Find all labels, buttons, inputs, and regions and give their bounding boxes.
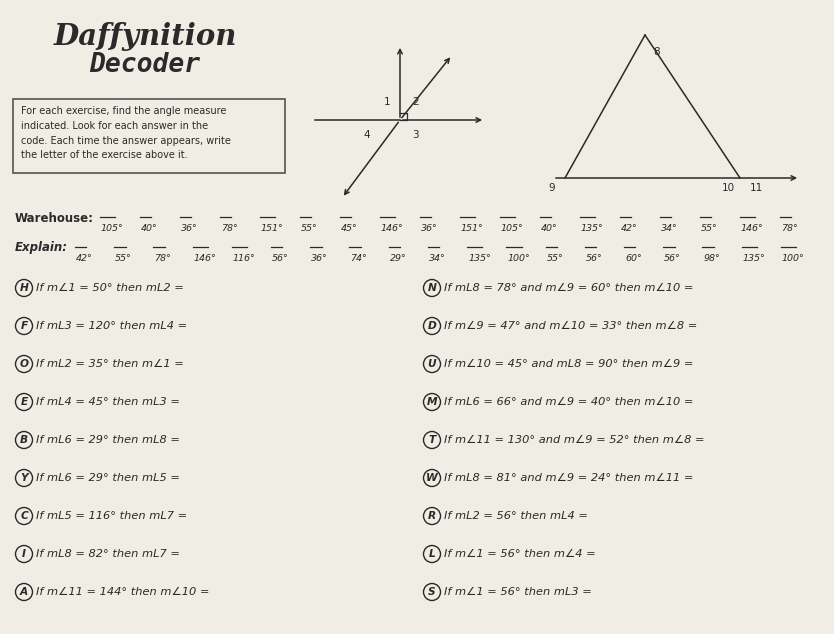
- Text: Y: Y: [20, 473, 28, 483]
- Text: 45°: 45°: [341, 224, 358, 233]
- Text: A: A: [20, 587, 28, 597]
- Text: 105°: 105°: [101, 224, 123, 233]
- Text: 34°: 34°: [661, 224, 678, 233]
- Text: If mL8 = 82° then mL7 =: If mL8 = 82° then mL7 =: [37, 549, 180, 559]
- Text: If mL8 = 81° and m∠9 = 24° then m∠11 =: If mL8 = 81° and m∠9 = 24° then m∠11 =: [445, 473, 694, 483]
- Text: 3: 3: [412, 130, 419, 140]
- Text: 11: 11: [750, 183, 763, 193]
- Text: 8: 8: [653, 47, 660, 57]
- Text: U: U: [428, 359, 436, 369]
- Text: M: M: [427, 397, 437, 407]
- Text: T: T: [429, 435, 435, 445]
- Text: 78°: 78°: [154, 254, 171, 263]
- Text: If m∠9 = 47° and m∠10 = 33° then m∠8 =: If m∠9 = 47° and m∠10 = 33° then m∠8 =: [445, 321, 698, 331]
- Text: 146°: 146°: [193, 254, 216, 263]
- Text: B: B: [20, 435, 28, 445]
- Text: E: E: [20, 397, 28, 407]
- Text: D: D: [428, 321, 436, 331]
- Text: 151°: 151°: [261, 224, 284, 233]
- Text: 36°: 36°: [311, 254, 328, 263]
- Text: 135°: 135°: [581, 224, 604, 233]
- Text: If m∠11 = 130° and m∠9 = 52° then m∠8 =: If m∠11 = 130° and m∠9 = 52° then m∠8 =: [445, 435, 705, 445]
- Text: If m∠11 = 144° then m∠10 =: If m∠11 = 144° then m∠10 =: [37, 587, 210, 597]
- Text: If mL6 = 66° and m∠9 = 40° then m∠10 =: If mL6 = 66° and m∠9 = 40° then m∠10 =: [445, 397, 694, 407]
- Text: I: I: [22, 549, 26, 559]
- Text: 34°: 34°: [429, 254, 445, 263]
- Text: 100°: 100°: [507, 254, 530, 263]
- Text: If mL4 = 45° then mL3 =: If mL4 = 45° then mL3 =: [37, 397, 180, 407]
- Text: Daffynition: Daffynition: [53, 22, 237, 51]
- Text: Explain:: Explain:: [15, 242, 68, 254]
- Text: 98°: 98°: [703, 254, 720, 263]
- Text: 60°: 60°: [625, 254, 641, 263]
- Text: 40°: 40°: [141, 224, 158, 233]
- Text: N: N: [428, 283, 436, 293]
- Text: W: W: [426, 473, 438, 483]
- Text: R: R: [428, 511, 436, 521]
- Text: S: S: [428, 587, 436, 597]
- Text: 74°: 74°: [350, 254, 367, 263]
- Text: 40°: 40°: [541, 224, 558, 233]
- Text: If mL5 = 116° then mL7 =: If mL5 = 116° then mL7 =: [37, 511, 188, 521]
- Text: If mL2 = 35° then m∠1 =: If mL2 = 35° then m∠1 =: [37, 359, 184, 369]
- Text: 135°: 135°: [742, 254, 766, 263]
- Text: If m∠10 = 45° and mL8 = 90° then m∠9 =: If m∠10 = 45° and mL8 = 90° then m∠9 =: [445, 359, 694, 369]
- Text: If mL6 = 29° then mL8 =: If mL6 = 29° then mL8 =: [37, 435, 180, 445]
- Text: 146°: 146°: [381, 224, 404, 233]
- Text: 78°: 78°: [781, 224, 798, 233]
- Text: 55°: 55°: [546, 254, 563, 263]
- Text: O: O: [19, 359, 28, 369]
- Text: 42°: 42°: [621, 224, 638, 233]
- Text: 55°: 55°: [701, 224, 718, 233]
- Text: 56°: 56°: [272, 254, 289, 263]
- Text: 4: 4: [364, 130, 370, 140]
- Text: 146°: 146°: [741, 224, 764, 233]
- Text: 2: 2: [412, 97, 419, 107]
- Text: Decoder: Decoder: [89, 52, 200, 78]
- Text: If m∠1 = 56° then m∠4 =: If m∠1 = 56° then m∠4 =: [445, 549, 596, 559]
- Text: F: F: [20, 321, 28, 331]
- Text: 9: 9: [549, 183, 555, 193]
- Text: L: L: [429, 549, 435, 559]
- Text: 55°: 55°: [301, 224, 318, 233]
- Text: 55°: 55°: [115, 254, 132, 263]
- Text: If mL6 = 29° then mL5 =: If mL6 = 29° then mL5 =: [37, 473, 180, 483]
- Text: If mL2 = 56° then mL4 =: If mL2 = 56° then mL4 =: [445, 511, 588, 521]
- Text: 1: 1: [384, 97, 390, 107]
- Text: C: C: [20, 511, 28, 521]
- Text: 29°: 29°: [389, 254, 406, 263]
- Text: 105°: 105°: [501, 224, 524, 233]
- Text: If mL8 = 78° and m∠9 = 60° then m∠10 =: If mL8 = 78° and m∠9 = 60° then m∠10 =: [445, 283, 694, 293]
- Text: 135°: 135°: [468, 254, 491, 263]
- Text: 36°: 36°: [181, 224, 198, 233]
- Text: 36°: 36°: [421, 224, 438, 233]
- Text: 56°: 56°: [664, 254, 681, 263]
- Text: H: H: [19, 283, 28, 293]
- FancyBboxPatch shape: [13, 99, 285, 173]
- Text: 151°: 151°: [461, 224, 484, 233]
- Text: 116°: 116°: [233, 254, 255, 263]
- Text: If m∠1 = 50° then mL2 =: If m∠1 = 50° then mL2 =: [37, 283, 184, 293]
- Text: 100°: 100°: [781, 254, 805, 263]
- Text: For each exercise, find the angle measure
indicated. Look for each answer in the: For each exercise, find the angle measur…: [21, 106, 231, 160]
- Text: 10: 10: [722, 183, 735, 193]
- Text: If m∠1 = 56° then mL3 =: If m∠1 = 56° then mL3 =: [445, 587, 592, 597]
- Text: 42°: 42°: [76, 254, 93, 263]
- Text: 78°: 78°: [221, 224, 238, 233]
- Text: Warehouse:: Warehouse:: [15, 212, 94, 224]
- Text: If mL3 = 120° then mL4 =: If mL3 = 120° then mL4 =: [37, 321, 188, 331]
- Text: 56°: 56°: [585, 254, 602, 263]
